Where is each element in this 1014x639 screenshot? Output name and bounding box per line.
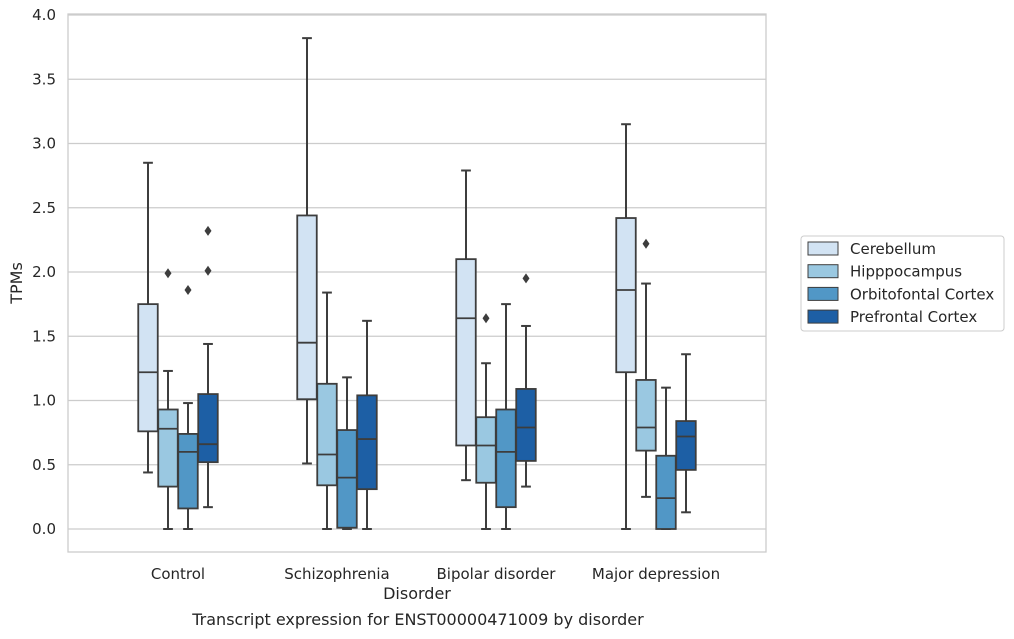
legend-label: Hipppocampus xyxy=(850,263,962,281)
x-tick-label: Bipolar disorder xyxy=(437,565,557,583)
y-tick-label: 4.0 xyxy=(32,6,56,24)
outlier-point xyxy=(522,273,530,284)
box-orbitofontal-cortex xyxy=(495,303,517,530)
legend-label: Cerebellum xyxy=(850,240,936,258)
y-tick-label: 0.0 xyxy=(32,520,56,538)
legend-swatch xyxy=(807,241,839,256)
legend-swatch xyxy=(807,286,839,301)
iqr-box xyxy=(655,454,677,530)
y-axis-title: TPMs xyxy=(7,262,26,305)
plot-area-frame xyxy=(67,13,767,553)
outlier-point xyxy=(204,265,212,276)
box-hipppocampus xyxy=(635,238,657,498)
outlier-point xyxy=(164,268,172,279)
legend-label: Orbitofontal Cortex xyxy=(850,285,994,303)
x-axis-title: Disorder xyxy=(383,584,451,603)
legend-frame xyxy=(800,235,1005,332)
iqr-box xyxy=(177,433,199,510)
x-tick-label: Schizophrenia xyxy=(284,565,389,583)
iqr-box xyxy=(615,217,637,374)
iqr-box xyxy=(635,379,657,452)
box-cerebellum xyxy=(296,37,318,465)
box-prefrontal-cortex xyxy=(197,225,219,509)
y-tick-label: 2.0 xyxy=(32,263,56,281)
legend-label: Prefrontal Cortex xyxy=(850,308,977,326)
outlier-point xyxy=(642,238,650,249)
outlier-point xyxy=(184,284,192,295)
x-tick-label: Control xyxy=(151,565,205,583)
y-tick-label: 3.0 xyxy=(32,135,56,153)
box-series xyxy=(137,37,697,530)
y-axis-tick-labels: 0.0 0.5 1.0 1.5 2.0 2.5 3.0 3.5 4.0 xyxy=(32,6,56,538)
iqr-box xyxy=(515,388,537,462)
x-axis-tick-labels: Control Schizophrenia Bipolar disorder Majo… xyxy=(151,565,720,583)
y-tick-label: 1.5 xyxy=(32,327,56,345)
box-cerebellum xyxy=(615,123,637,530)
iqr-box xyxy=(296,214,318,401)
box-prefrontal-cortex xyxy=(515,273,537,488)
y-tick-label: 3.5 xyxy=(32,70,56,88)
box-cerebellum xyxy=(455,169,477,482)
y-tick-label: 0.5 xyxy=(32,456,56,474)
legend: Cerebellum Hipppocampus Orbitofontal Corte… xyxy=(800,235,1005,332)
y-tick-label: 2.5 xyxy=(32,199,56,217)
iqr-box xyxy=(316,382,338,487)
box-orbitofontal-cortex xyxy=(336,376,358,530)
box-prefrontal-cortex xyxy=(356,319,378,530)
y-tick-label: 1.0 xyxy=(32,392,56,410)
iqr-box xyxy=(137,303,159,433)
box-orbitofontal-cortex xyxy=(655,386,677,530)
box-hipppocampus xyxy=(475,313,497,530)
iqr-box xyxy=(336,429,358,529)
outlier-point xyxy=(482,313,490,324)
figure-caption: Transcript expression for ENST0000047100… xyxy=(192,610,644,629)
iqr-box xyxy=(455,258,477,447)
x-tick-label: Major depression xyxy=(592,565,720,583)
legend-swatch xyxy=(807,309,839,324)
box-prefrontal-cortex xyxy=(675,353,697,514)
iqr-box xyxy=(197,393,219,464)
box-hipppocampus xyxy=(157,268,179,530)
box-hipppocampus xyxy=(316,291,338,530)
iqr-box xyxy=(157,408,179,488)
legend-swatch xyxy=(807,264,839,279)
box-cerebellum xyxy=(137,161,159,474)
outlier-point xyxy=(204,225,212,236)
iqr-box xyxy=(356,394,378,491)
iqr-box xyxy=(495,408,517,509)
box-orbitofontal-cortex xyxy=(177,284,199,530)
iqr-box xyxy=(475,416,497,484)
iqr-box xyxy=(675,420,697,471)
